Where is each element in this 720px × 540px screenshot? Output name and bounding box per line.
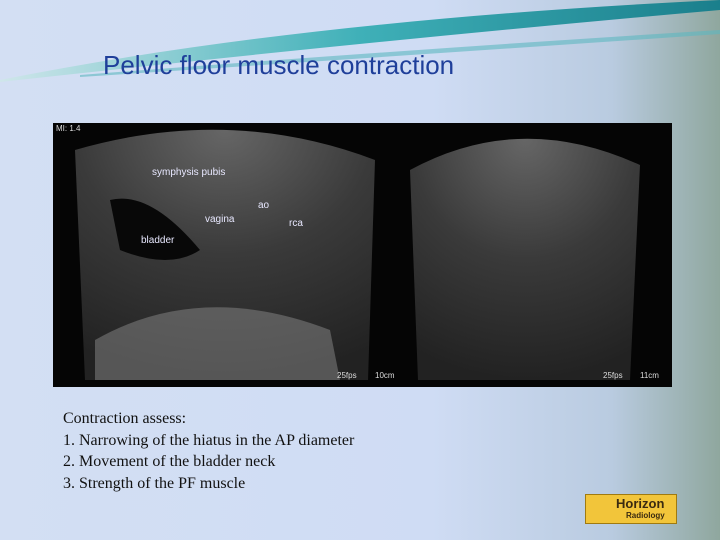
echo	[95, 307, 340, 380]
us-index: MI: 1.4	[56, 124, 81, 133]
swoosh	[0, 0, 720, 82]
us-depth: 10cm	[375, 371, 395, 380]
us-label: symphysis pubis	[152, 167, 225, 178]
slide-title: Pelvic floor muscle contraction	[103, 50, 455, 80]
body-line: Contraction assess:	[63, 410, 187, 427]
logo-subtitle: Radiology	[626, 511, 665, 520]
body-line: 2. Movement of the bladder neck	[63, 453, 276, 471]
us-fps: 25fps	[337, 371, 357, 380]
body-text: Contraction assess: 1. Narrowing of the …	[63, 408, 354, 495]
bladder-shape	[110, 198, 200, 260]
us-label: ao	[258, 200, 270, 211]
logo-name: Horizon	[616, 496, 665, 511]
us-label: bladder	[141, 235, 175, 246]
us-fps: 25fps	[603, 371, 623, 380]
body-line: 1. Narrowing of the hiatus in the AP dia…	[63, 431, 355, 449]
us-depth: 11cm	[640, 371, 659, 380]
ultrasound-fan	[410, 138, 640, 380]
us-label: vagina	[205, 214, 235, 225]
swoosh	[80, 30, 720, 77]
body-line: 3. Strength of the PF muscle	[63, 475, 246, 493]
logo: Horizon Radiology	[585, 494, 677, 524]
us-label: rca	[289, 218, 303, 229]
